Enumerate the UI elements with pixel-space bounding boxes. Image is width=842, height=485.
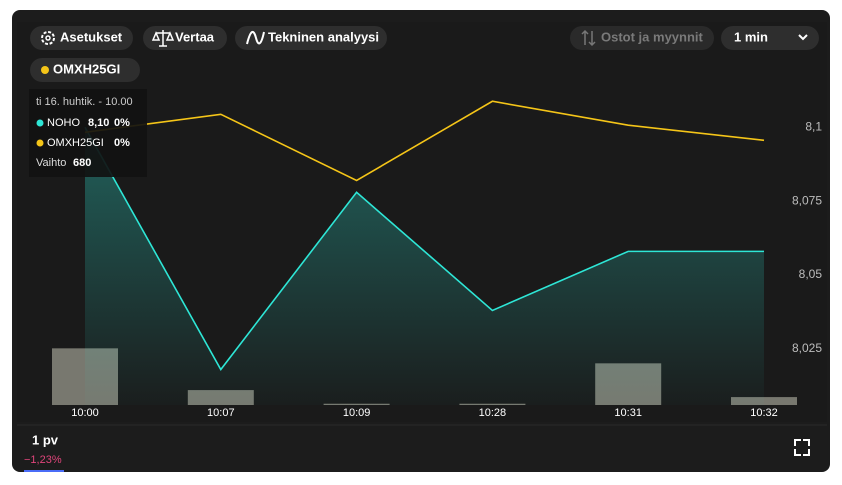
x-tick-label: 10:28: [479, 407, 507, 419]
period-label[interactable]: 1 pv: [32, 432, 59, 447]
compare-button[interactable]: [143, 26, 227, 50]
interval-label: 1 min: [734, 29, 768, 44]
interval-select[interactable]: [721, 26, 819, 50]
x-tick-label: 10:07: [207, 407, 235, 419]
gear-icon: [45, 35, 51, 41]
x-tick-label: 10:09: [343, 407, 371, 419]
line: [84, 100, 765, 182]
tooltip-name: NOHO: [47, 117, 80, 129]
tooltip-dot: [36, 139, 44, 147]
tooltip-name: OMXH25GI: [47, 137, 104, 149]
area: [85, 127, 764, 405]
tooltip-change: 0%: [114, 137, 130, 149]
tooltip-value: 8,10: [88, 117, 109, 129]
tooltip-volume: 680: [73, 157, 91, 169]
period-underline: [24, 470, 64, 472]
analysis-label: Tekninen analyysi: [268, 29, 379, 44]
legend-chip[interactable]: [30, 58, 140, 82]
settings-label: Asetukset: [60, 29, 123, 44]
period-change: −1,23%: [24, 454, 62, 466]
scale-icon: [151, 30, 175, 47]
gear-icon: [41, 31, 55, 45]
line-icon: [246, 31, 265, 45]
x-tick-label: 10:32: [750, 407, 778, 419]
legend-label: OMXH25GI: [53, 61, 120, 76]
trades-label: Ostot ja myynnit: [601, 29, 704, 44]
tooltip-change: 0%: [114, 117, 130, 129]
legend-dot: [41, 66, 49, 74]
trades-icon: [581, 29, 596, 47]
chevron-icon: [798, 34, 808, 41]
tooltip-dot: [36, 119, 44, 127]
trades-button[interactable]: [570, 26, 714, 50]
x-tick-label: 10:31: [614, 407, 642, 419]
y-tick-label: 8,025: [792, 341, 822, 355]
fullscreen-icon[interactable]: [794, 439, 810, 456]
tooltip-date: ti 16. huhtik. - 10.00: [36, 96, 133, 108]
settings-button[interactable]: [30, 26, 133, 50]
y-tick-label: 8,1: [805, 119, 822, 133]
y-tick-label: 8,075: [792, 193, 822, 207]
line: [84, 126, 764, 371]
tooltip-volume-label: Vaihto: [36, 157, 66, 169]
compare-label: Vertaa: [175, 29, 215, 44]
y-tick-label: 8,05: [799, 267, 823, 281]
tooltip: [29, 89, 147, 177]
analysis-button[interactable]: [235, 26, 387, 50]
x-tick-label: 10:00: [71, 407, 99, 419]
